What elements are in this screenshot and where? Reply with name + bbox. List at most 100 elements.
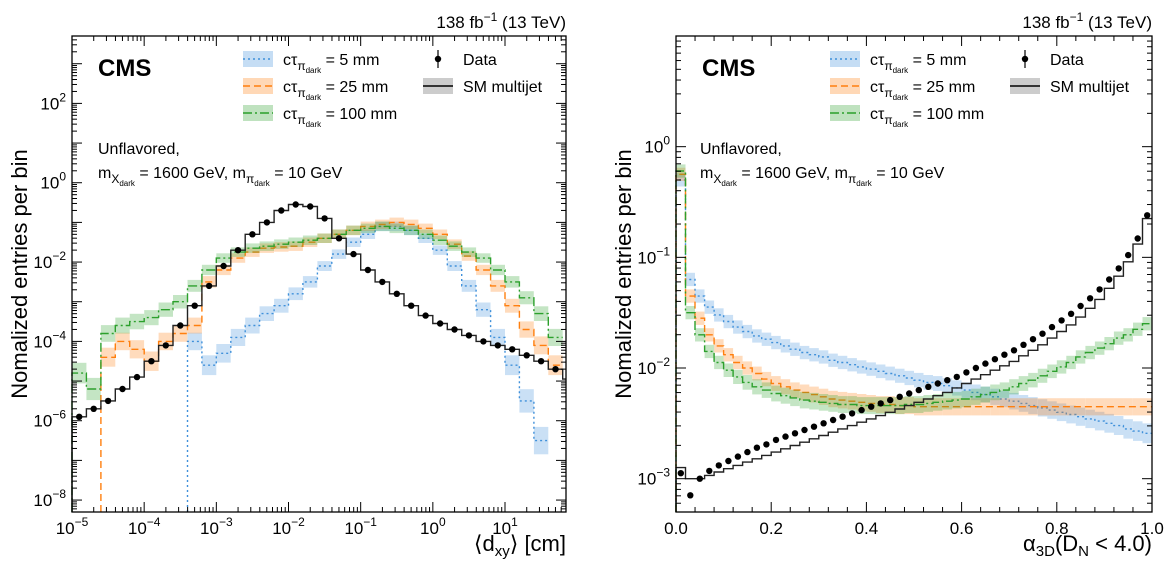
uncertainty-band	[961, 382, 972, 398]
data-point	[763, 441, 770, 448]
data-point	[249, 231, 256, 238]
legend-entry-part: dark	[893, 120, 910, 129]
x-tick-label: 0.8	[1045, 519, 1069, 538]
info-line-2-part: dark	[119, 179, 136, 188]
uncertainty-band	[360, 221, 376, 232]
uncertainty-band	[216, 264, 231, 276]
uncertainty-band	[1133, 398, 1143, 416]
x-tick-label: 0.0	[664, 519, 688, 538]
y-tick-label-part: 10	[33, 412, 52, 431]
legend-data-label-part: Data	[463, 52, 497, 69]
legend-entry: cτπdark = 100 mm	[870, 106, 984, 129]
y-tick-label-part: −2	[52, 249, 66, 263]
data-point	[848, 410, 856, 417]
data-point	[972, 364, 980, 372]
data-point	[744, 448, 751, 456]
uncertainty-band	[245, 317, 260, 334]
luminosity-label-part: (13 TeV)	[1083, 13, 1152, 32]
y-tick-label-part: 10	[33, 332, 52, 351]
uncertainty-band	[714, 355, 724, 370]
data-point	[494, 342, 501, 349]
uncertainty-band	[914, 398, 924, 416]
uncertainty-band	[288, 287, 303, 301]
uncertainty-band	[1066, 355, 1076, 370]
legend-sm-label: SM multijet	[463, 79, 543, 96]
info-line-2-part: dark	[721, 179, 738, 188]
legend-entry: cτπdark = 5 mm	[283, 52, 379, 75]
y-axis-title: Nomalized entries per bin	[611, 149, 636, 398]
uncertainty-band	[714, 308, 724, 322]
uncertainty-band	[780, 379, 791, 395]
legend-data-marker	[1021, 55, 1029, 63]
data-point	[991, 356, 999, 363]
uncertainty-band	[1047, 364, 1057, 379]
y-tick-label: 10−2	[33, 249, 66, 272]
legend-entry-part: = 100 mm	[908, 106, 984, 123]
data-point	[982, 360, 989, 367]
x-axis-title: ⟨dxy⟩ [cm]	[474, 531, 566, 560]
uncertainty-band	[1028, 397, 1038, 415]
data-point	[1067, 310, 1075, 317]
x-tick-label: 10−1	[344, 515, 377, 538]
data-point	[1115, 265, 1122, 272]
data-point	[868, 403, 875, 410]
luminosity-label: 138 fb−1 (13 TeV)	[436, 10, 566, 32]
uncertainty-band	[971, 384, 981, 401]
uncertainty-band	[476, 302, 491, 317]
legend-entry: cτπdark = 25 mm	[870, 79, 975, 102]
y-tick-label-part: 10	[637, 248, 656, 267]
data-point	[278, 207, 285, 214]
data-point	[509, 346, 516, 353]
info-line-2-part: = 10 GeV	[872, 165, 945, 182]
legend-entry-part: dark	[893, 66, 910, 75]
data-point	[307, 203, 314, 210]
legend-entry: cτπdark = 25 mm	[283, 79, 388, 102]
data-point	[104, 397, 112, 405]
x-axis-title-part: < 4.0)	[1089, 531, 1152, 556]
data-point	[858, 406, 865, 414]
uncertainty-band	[723, 363, 734, 377]
uncertainty-band	[856, 360, 867, 374]
data-point	[791, 430, 799, 437]
uncertainty-band	[980, 386, 991, 403]
y-tick-label-part: −8	[52, 487, 66, 501]
uncertainty-band	[942, 378, 953, 394]
data-point	[810, 423, 818, 430]
uncertainty-band	[389, 223, 404, 234]
uncertainty-band	[771, 335, 781, 350]
legend-entry-part: = 25 mm	[321, 79, 388, 96]
y-tick-label-part: 10	[33, 491, 52, 510]
info-line-1-part: Unflavored,	[98, 141, 180, 158]
x-tick-label-part: 0.4	[855, 519, 879, 538]
info-line-2-part: = 1600 GeV, m	[737, 165, 848, 182]
x-tick-label-part: 0.0	[664, 519, 688, 538]
data-point	[552, 366, 559, 373]
x-tick-label: 10−2	[272, 515, 305, 538]
data-point	[451, 326, 458, 333]
y-tick-label: 10−4	[33, 328, 66, 351]
data-point	[480, 338, 487, 345]
uncertainty-band	[331, 229, 347, 239]
info-line-1: Unflavored,	[98, 141, 180, 158]
uncertainty-band	[418, 229, 433, 239]
data-point	[687, 492, 694, 499]
uncertainty-band	[331, 249, 347, 259]
data-point	[234, 247, 242, 254]
uncertainty-band	[980, 398, 991, 416]
uncertainty-band	[1047, 401, 1057, 419]
data-point	[1106, 276, 1113, 283]
uncertainty-band	[828, 395, 838, 412]
uncertainty-band	[723, 348, 734, 362]
x-tick-label-part: 1	[511, 515, 518, 529]
uncertainty-band	[999, 398, 1010, 416]
x-tick-label-part: 0.6	[950, 519, 974, 538]
legend-entry-part: cτ	[870, 52, 885, 69]
uncertainty-band	[346, 225, 361, 236]
uncertainty-band	[828, 353, 838, 367]
info-line-1: Unflavored,	[700, 141, 782, 158]
legend-entry-part: cτ	[283, 79, 298, 96]
x-tick-label-part: −5	[75, 515, 89, 529]
uncertainty-band	[360, 223, 376, 234]
x-tick-label: 0.2	[759, 519, 783, 538]
